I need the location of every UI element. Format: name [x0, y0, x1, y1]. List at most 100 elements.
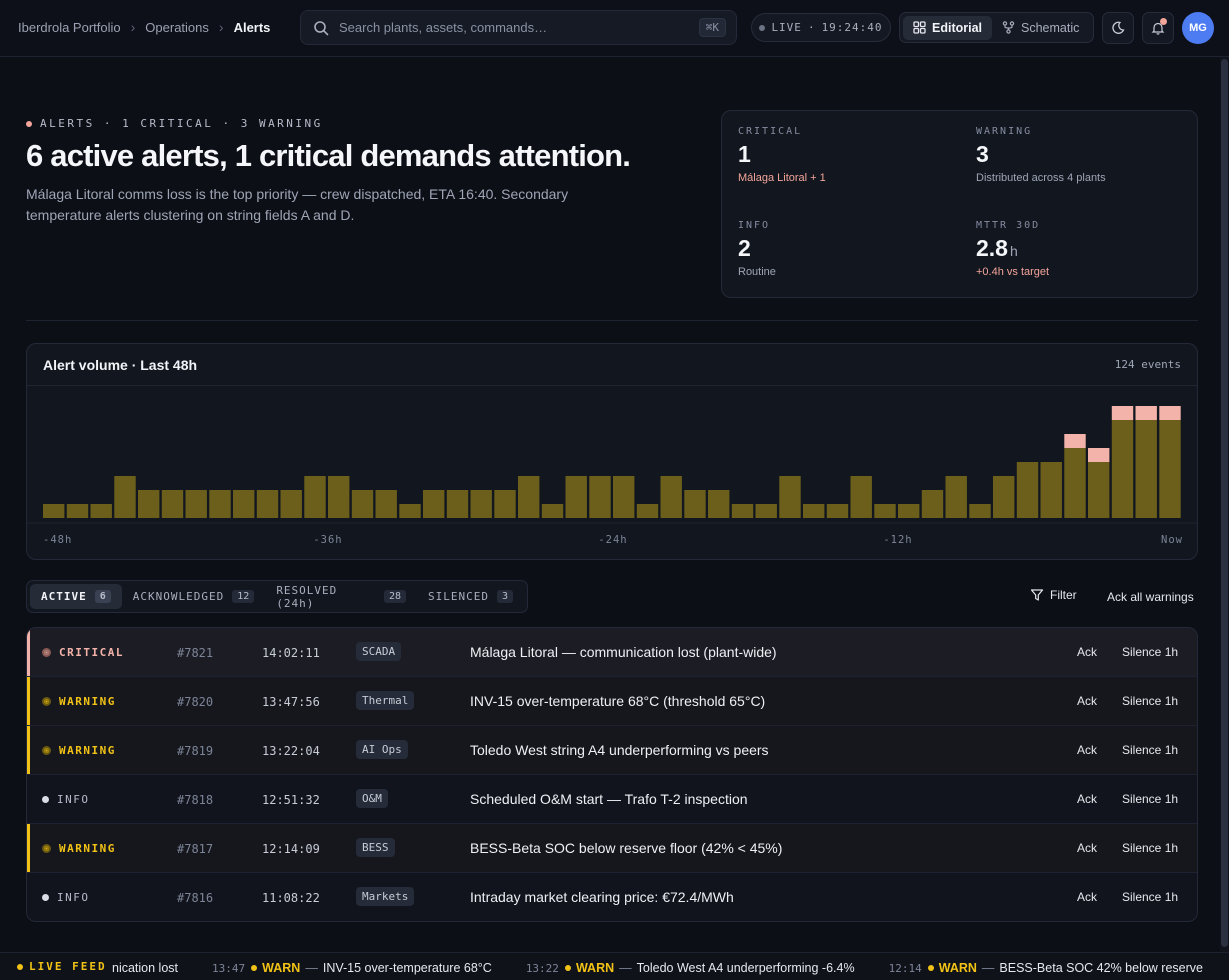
ticker-dot: [251, 965, 258, 971]
notification-badge: [1160, 18, 1167, 25]
ack-all-warnings-button[interactable]: Ack all warnings: [1107, 590, 1194, 604]
chevron-right-icon: ›: [130, 19, 136, 35]
chart-bar: [755, 504, 777, 518]
severity-text: WARNING: [59, 842, 116, 855]
view-toggle: Editorial Schematic: [899, 12, 1094, 43]
chart-plot: -48h -36h -24h -12h Now: [27, 406, 1197, 546]
chart-bar: [1159, 420, 1181, 518]
chart-bar: [636, 504, 659, 518]
ack-button[interactable]: Ack: [1077, 645, 1098, 659]
filter-label: Filter: [1050, 588, 1077, 602]
severity-label: WARNING: [42, 744, 116, 757]
severity-dot: [42, 894, 49, 901]
scrollbar[interactable]: [1220, 57, 1229, 952]
ticker-text: INV-15 over-temperature 68°C: [322, 961, 492, 975]
chart-bar: [161, 490, 184, 518]
alert-id: #7821: [177, 646, 214, 660]
chart-bar: [209, 490, 231, 518]
live-feed-ticker: LIVE FEED nication lost 13:47 WARN — INV-15…: [0, 952, 1229, 980]
table-row[interactable]: INFO #7818 12:51:32 O&M Scheduled O&M start …: [27, 775, 1197, 824]
search-input[interactable]: [339, 20, 699, 35]
editorial-label: Editorial: [932, 20, 983, 35]
table-row[interactable]: INFO #7816 11:08:22 Markets Intraday market …: [27, 873, 1197, 921]
silence-button[interactable]: Silence 1h: [1122, 841, 1179, 855]
alert-source-tag: BESS: [356, 838, 395, 857]
ticker-dash: —: [619, 961, 632, 975]
ticker-dash: —: [981, 961, 995, 975]
section-divider: [26, 320, 1198, 321]
ticker-severity: WARN: [575, 961, 615, 975]
search-bar[interactable]: ⌘K: [300, 10, 737, 45]
chart-bar-critical: [1111, 406, 1134, 420]
chart-bar: [969, 504, 991, 518]
ack-button[interactable]: Ack: [1077, 792, 1098, 806]
stat-mttr-note: +0.4h vs target: [976, 266, 1050, 278]
silence-button[interactable]: Silence 1h: [1122, 890, 1179, 904]
alert-id: #7818: [177, 793, 214, 807]
stat-warning-value: 3: [976, 141, 989, 167]
table-row[interactable]: CRITICAL #7821 14:02:11 SCADA Málaga Litoral…: [27, 628, 1197, 677]
moon-icon: [1112, 21, 1125, 34]
stat-info: INFO 2 Routine: [738, 220, 948, 278]
filter-button[interactable]: Filter: [1030, 588, 1077, 602]
alert-source-tag: O&M: [356, 789, 388, 808]
severity-bar: [27, 677, 30, 725]
silence-button[interactable]: Silence 1h: [1122, 694, 1179, 708]
ticker-item: 13:47 WARN — INV-15 over-temperature 68°C: [212, 961, 492, 975]
stat-mttr-value: 2.8 h: [976, 235, 1186, 262]
live-feed-label: LIVE FEED: [0, 953, 112, 980]
ack-button[interactable]: Ack: [1077, 743, 1098, 757]
severity-dot: [42, 697, 51, 706]
tab-acknowledged-count: 12: [232, 590, 255, 603]
stat-critical: CRITICAL 1 Málaga Litoral + 1: [738, 126, 948, 184]
chart-bar: [874, 504, 896, 518]
editorial-view-button[interactable]: Editorial: [903, 15, 993, 40]
chart-bar: [1040, 462, 1062, 518]
avatar[interactable]: MG: [1182, 12, 1214, 44]
table-row[interactable]: WARNING #7820 13:47:56 Thermal INV-15 over-t…: [27, 677, 1197, 726]
chart-title: Alert volume · Last 48h: [43, 357, 198, 373]
live-separator: ·: [807, 21, 816, 34]
ticker-text: BESS-Beta SOC 42% below reserve: [999, 961, 1203, 975]
stat-warning-label: WARNING: [976, 126, 1033, 137]
chart-bar: [1064, 448, 1086, 518]
ack-button[interactable]: Ack: [1077, 890, 1098, 904]
schematic-view-button[interactable]: Schematic: [992, 16, 1089, 40]
chart-event-count: 124 events: [1114, 358, 1181, 371]
ticker-severity: WARN: [938, 961, 977, 975]
ticker-dot: [927, 965, 934, 971]
ack-button[interactable]: Ack: [1077, 694, 1098, 708]
breadcrumb-portfolio[interactable]: Iberdrola Portfolio: [18, 19, 121, 35]
breadcrumb-operations[interactable]: Operations: [145, 19, 209, 35]
severity-text: INFO: [57, 891, 90, 904]
chart-bar: [280, 490, 302, 518]
chart-bar: [256, 490, 279, 518]
severity-text: WARNING: [59, 744, 116, 757]
silence-button[interactable]: Silence 1h: [1122, 645, 1179, 659]
critical-dot: [26, 120, 32, 127]
tab-silenced[interactable]: SILENCED 3: [417, 584, 524, 609]
tab-resolved[interactable]: RESOLVED (24h) 28: [265, 584, 417, 610]
alert-volume-chart: Alert volume · Last 48h 124 events -48h -…: [26, 343, 1198, 560]
tab-active-count: 6: [94, 590, 111, 603]
notifications-button[interactable]: [1142, 12, 1174, 44]
scrollbar-thumb[interactable]: [1221, 59, 1228, 947]
search-icon: [314, 20, 329, 35]
ticker-time: 13:47: [212, 961, 246, 975]
stat-warning: WARNING 3 Distributed across 4 plants: [976, 126, 1186, 184]
ack-button[interactable]: Ack: [1077, 841, 1098, 855]
tab-active[interactable]: ACTIVE 6: [30, 584, 122, 609]
chart-bar: [328, 476, 350, 518]
theme-toggle-button[interactable]: [1102, 12, 1134, 44]
silence-button[interactable]: Silence 1h: [1122, 743, 1179, 757]
tab-acknowledged[interactable]: ACKNOWLEDGED 12: [122, 584, 266, 609]
chart-bar-critical: [1135, 406, 1157, 420]
table-row[interactable]: WARNING #7819 13:22:04 AI Ops Toledo West st…: [27, 726, 1197, 775]
live-clock: LIVE · 19:24:40: [751, 13, 891, 42]
stat-mttr-unit: h: [1009, 243, 1018, 259]
chart-bar: [898, 504, 920, 518]
silence-button[interactable]: Silence 1h: [1122, 792, 1179, 806]
stat-info-value: 2: [738, 235, 751, 261]
alert-source-tag: AI Ops: [356, 740, 408, 759]
table-row[interactable]: WARNING #7817 12:14:09 BESS BESS-Beta SOC be…: [27, 824, 1197, 873]
